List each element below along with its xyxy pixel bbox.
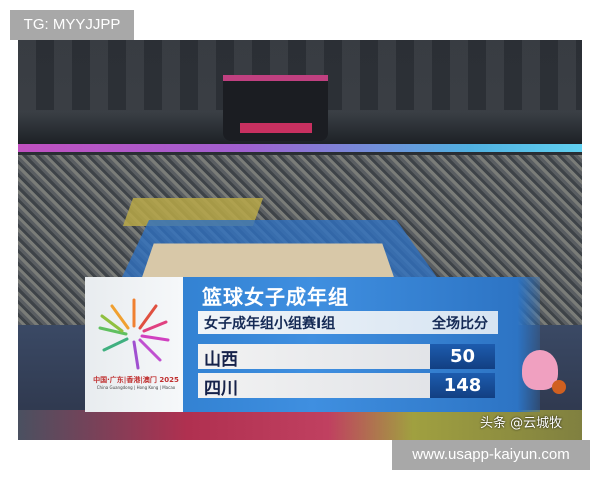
basketball-court bbox=[141, 243, 395, 279]
sunburst-logo-icon bbox=[98, 298, 170, 370]
score-header: 全场比分 bbox=[432, 316, 488, 332]
team-score: 148 bbox=[430, 373, 495, 398]
logo-text-cn: 中国·广东|香港|澳门 2025 bbox=[93, 376, 179, 384]
subheader-bar bbox=[198, 311, 498, 334]
watermark-bottom-right: www.usapp-kaiyun.com bbox=[392, 440, 590, 470]
team-name: 山西 bbox=[204, 350, 238, 370]
source-credit: 头条 @云城牧 bbox=[480, 416, 563, 431]
team-row bbox=[198, 344, 430, 369]
basketball-icon bbox=[552, 380, 566, 394]
match-round: 女子成年组小组赛I组 bbox=[204, 316, 336, 332]
led-band bbox=[240, 123, 312, 133]
logo-text-en: China Guangdong | Hong Kong | Macao bbox=[96, 385, 176, 390]
team-row bbox=[198, 373, 430, 398]
event-title: 篮球女子成年组 bbox=[202, 285, 349, 309]
games-logo: 中国·广东|香港|澳门 2025 China Guangdong | Hong … bbox=[85, 277, 183, 412]
team-score: 50 bbox=[430, 344, 495, 369]
advertising-board bbox=[18, 410, 582, 440]
watermark-top-left: TG: MYYJJPP bbox=[10, 10, 134, 40]
led-ribbon bbox=[18, 144, 582, 152]
team-name: 四川 bbox=[204, 379, 238, 399]
